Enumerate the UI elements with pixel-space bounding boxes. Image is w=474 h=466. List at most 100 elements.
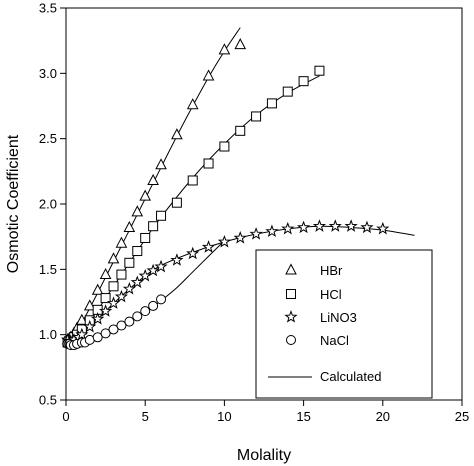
- triangle-marker: [76, 313, 88, 325]
- y-tick-label: 3.5: [39, 1, 57, 16]
- star-marker: [91, 312, 105, 325]
- star-marker: [99, 304, 113, 317]
- star-marker: [75, 327, 89, 341]
- circle-marker: [124, 316, 135, 327]
- square-marker: [203, 158, 214, 169]
- circle-marker: [132, 311, 143, 322]
- triangle-marker: [171, 128, 183, 140]
- triangle-marker: [83, 299, 96, 311]
- star-marker: [146, 263, 160, 277]
- square-marker: [156, 210, 167, 221]
- circle-marker: [100, 328, 111, 339]
- square-marker: [132, 246, 143, 257]
- legend-label: Calculated: [320, 369, 381, 384]
- legend-label: LiNO3: [320, 310, 357, 325]
- series-nacl: [62, 294, 167, 351]
- triangle-marker: [139, 189, 152, 201]
- legend-label: HBr: [320, 263, 343, 278]
- star-marker: [201, 240, 216, 253]
- square-marker: [116, 269, 127, 280]
- legend-star-icon: [284, 310, 298, 323]
- y-axis-label: Osmotic Coefficient: [5, 134, 22, 273]
- star-marker: [186, 246, 200, 260]
- series-hbr: [61, 38, 247, 345]
- triangle-marker: [147, 173, 159, 185]
- star-marker: [297, 220, 311, 234]
- star-marker: [249, 227, 263, 240]
- star-marker: [130, 275, 144, 289]
- star-marker: [281, 221, 295, 235]
- star-marker: [217, 234, 231, 248]
- legend-triangle-icon: [285, 263, 297, 275]
- triangle-marker: [115, 236, 128, 248]
- calculated-line-hbr: [66, 27, 241, 343]
- triangle-marker: [131, 205, 144, 217]
- square-marker: [251, 111, 262, 122]
- legend-label: NaCl: [320, 333, 349, 348]
- triangle-marker: [91, 283, 104, 295]
- triangle-marker: [202, 69, 215, 81]
- star-marker: [122, 281, 136, 295]
- triangle-marker: [218, 43, 231, 55]
- legend: HBr HCl LiNO3 NaCl Calculated: [255, 249, 433, 399]
- series-lino3: [60, 219, 390, 347]
- x-tick-label: 5: [142, 409, 149, 424]
- square-marker: [282, 86, 293, 97]
- legend-square-icon: [286, 289, 296, 299]
- triangle-marker: [107, 252, 120, 264]
- star-marker: [265, 224, 279, 238]
- y-axis-ticks: 0.5 1.0 1.5 2.0 2.5 3.0 3.5: [39, 1, 66, 408]
- x-axis-ticks: 0 5 10 15 20 25: [62, 400, 469, 424]
- y-tick-label: 1.0: [39, 327, 57, 342]
- circle-marker: [108, 324, 119, 335]
- circle-marker: [156, 294, 167, 305]
- square-marker: [108, 281, 119, 292]
- star-marker: [106, 296, 121, 309]
- star-marker: [233, 231, 247, 244]
- triangle-marker: [234, 38, 247, 50]
- circle-marker: [148, 300, 159, 311]
- y-tick-label: 3.0: [39, 66, 57, 81]
- circle-marker: [116, 320, 127, 331]
- square-marker: [235, 125, 246, 136]
- legend-circle-icon: [286, 335, 296, 345]
- legend-label: HCl: [320, 287, 342, 302]
- x-tick-label: 0: [62, 409, 69, 424]
- circle-marker: [92, 332, 103, 343]
- x-tick-label: 20: [376, 409, 390, 424]
- triangle-marker: [186, 98, 199, 110]
- star-marker: [312, 219, 327, 232]
- triangle-marker: [123, 220, 136, 233]
- triangle-marker: [99, 267, 112, 280]
- square-marker: [314, 65, 325, 76]
- y-tick-label: 0.5: [39, 393, 57, 408]
- square-marker: [148, 221, 159, 232]
- x-tick-label: 25: [455, 409, 469, 424]
- square-marker: [171, 197, 182, 208]
- star-marker: [344, 219, 358, 232]
- y-tick-label: 1.5: [39, 262, 57, 277]
- triangle-marker: [155, 158, 167, 170]
- square-marker: [124, 257, 135, 268]
- x-tick-label: 15: [296, 409, 310, 424]
- star-marker: [376, 221, 390, 235]
- square-marker: [219, 141, 230, 152]
- square-marker: [298, 76, 309, 87]
- star-marker: [138, 268, 152, 282]
- star-marker: [154, 259, 168, 273]
- legend-box: [255, 249, 433, 399]
- square-marker: [266, 98, 277, 109]
- star-marker: [328, 219, 342, 232]
- y-tick-label: 2.5: [39, 131, 57, 146]
- circle-marker: [140, 306, 151, 317]
- x-axis-label: Molality: [237, 447, 291, 464]
- star-marker: [83, 319, 97, 333]
- x-tick-label: 10: [217, 409, 231, 424]
- star-marker: [114, 289, 129, 303]
- square-marker: [100, 293, 111, 304]
- star-marker: [170, 253, 184, 266]
- y-tick-label: 2.0: [39, 197, 57, 212]
- square-marker: [187, 175, 198, 186]
- data-markers: [60, 38, 390, 351]
